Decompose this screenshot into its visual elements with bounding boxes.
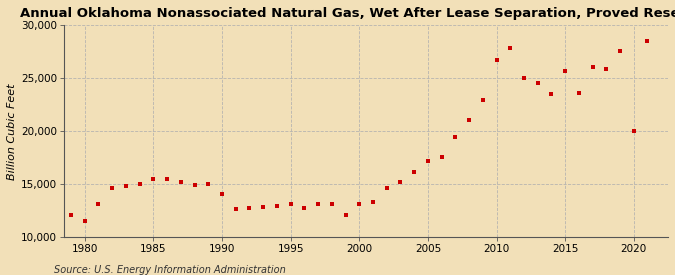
Point	[381, 185, 392, 190]
Point	[258, 204, 269, 209]
Point	[189, 183, 200, 188]
Point	[505, 45, 516, 50]
Point	[93, 202, 104, 207]
Point	[230, 207, 241, 211]
Point	[217, 192, 227, 196]
Point	[615, 48, 626, 53]
Point	[464, 117, 475, 122]
Point	[65, 213, 76, 217]
Point	[354, 202, 364, 207]
Point	[299, 205, 310, 210]
Title: Annual Oklahoma Nonassociated Natural Gas, Wet After Lease Separation, Proved Re: Annual Oklahoma Nonassociated Natural Ga…	[20, 7, 675, 20]
Point	[244, 205, 255, 210]
Point	[162, 177, 173, 181]
Point	[340, 213, 351, 217]
Point	[628, 129, 639, 134]
Point	[107, 185, 117, 190]
Point	[587, 64, 598, 69]
Point	[546, 92, 557, 97]
Point	[491, 58, 502, 62]
Point	[601, 67, 612, 71]
Point	[423, 159, 433, 163]
Point	[518, 76, 529, 81]
Point	[560, 69, 570, 73]
Point	[286, 202, 296, 207]
Point	[436, 155, 447, 159]
Point	[533, 80, 543, 85]
Point	[368, 200, 379, 205]
Point	[121, 184, 132, 189]
Point	[313, 202, 323, 207]
Point	[203, 182, 214, 186]
Point	[134, 182, 145, 186]
Point	[642, 39, 653, 43]
Point	[574, 91, 585, 95]
Point	[450, 134, 461, 139]
Point	[80, 219, 90, 224]
Y-axis label: Billion Cubic Feet: Billion Cubic Feet	[7, 83, 17, 180]
Text: Source: U.S. Energy Information Administration: Source: U.S. Energy Information Administ…	[54, 265, 286, 275]
Point	[148, 177, 159, 181]
Point	[409, 169, 420, 174]
Point	[477, 97, 488, 102]
Point	[327, 202, 338, 207]
Point	[271, 203, 282, 208]
Point	[395, 180, 406, 185]
Point	[176, 180, 186, 185]
